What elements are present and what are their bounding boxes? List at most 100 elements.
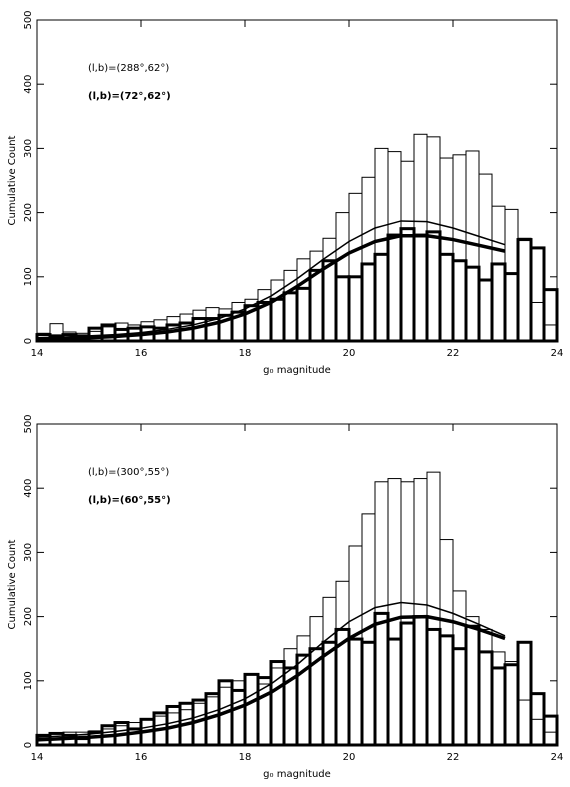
histogram-bar — [269, 660, 286, 747]
histogram-bar — [335, 580, 350, 746]
y-tick-label: 300 — [23, 543, 34, 562]
histogram-bar — [360, 640, 377, 747]
histogram-bar — [490, 262, 507, 343]
histogram-bar — [269, 297, 286, 343]
y-tick-label: 500 — [23, 414, 34, 433]
histogram-bar — [477, 278, 494, 343]
x-axis-label: g₀ magnitude — [263, 365, 331, 376]
histogram-bar — [412, 233, 429, 343]
histogram-bar — [464, 265, 481, 343]
x-tick-label: 20 — [343, 348, 356, 359]
histogram-bar — [347, 275, 364, 343]
histogram-bar — [283, 648, 298, 746]
histogram-bar — [308, 268, 325, 343]
histogram-bar — [491, 651, 506, 746]
x-tick-label: 16 — [135, 348, 148, 359]
histogram-bar — [425, 230, 442, 343]
x-tick-label: 24 — [551, 752, 564, 763]
histogram-bar — [529, 246, 546, 343]
histogram-bar — [413, 133, 428, 342]
histogram-bar — [478, 628, 493, 746]
histogram-bar — [543, 731, 558, 746]
histogram-bar — [243, 672, 260, 747]
histogram-bar — [322, 237, 337, 342]
histogram-bar — [412, 615, 429, 747]
histogram-bar — [309, 616, 324, 746]
histogram-bar — [244, 673, 259, 746]
histogram-bar — [374, 147, 389, 342]
histogram-bar — [543, 324, 558, 342]
y-tick-label: 0 — [23, 742, 34, 748]
histogram-bar — [360, 262, 377, 343]
histogram-bar — [114, 322, 129, 342]
histogram-bar — [322, 596, 337, 746]
histogram-bar — [516, 238, 533, 343]
histogram-bar — [451, 259, 468, 343]
histogram-bar — [400, 481, 415, 746]
x-tick-label: 16 — [135, 752, 148, 763]
histogram-bar — [348, 192, 363, 342]
model-curve — [36, 233, 506, 341]
histogram-bar — [530, 718, 545, 746]
histogram-bar — [321, 259, 338, 343]
histogram-bar — [399, 227, 416, 343]
histogram-bar — [504, 208, 519, 342]
histogram-bar — [230, 688, 247, 747]
y-tick-label: 300 — [23, 139, 34, 158]
histogram-bar — [295, 286, 312, 343]
histogram-bar — [400, 160, 415, 342]
histogram-bar — [334, 275, 351, 343]
histogram-bar — [386, 233, 403, 343]
histogram-bar — [373, 611, 390, 747]
histogram-bar — [465, 616, 480, 746]
model-curve — [36, 614, 506, 742]
histogram-bar — [386, 637, 403, 747]
histogram-bar — [218, 686, 233, 746]
legend-label: (l,b)=(60°,55°) — [88, 495, 171, 506]
plot-frame — [36, 423, 558, 746]
model-curve — [36, 601, 506, 739]
histogram-bar — [542, 714, 559, 747]
histogram-bar — [387, 151, 402, 342]
x-tick-label: 18 — [239, 348, 252, 359]
histogram-bar — [503, 663, 520, 747]
histogram-bar — [516, 640, 533, 747]
histogram-bar — [205, 696, 220, 746]
histogram-bar — [347, 637, 364, 747]
histogram-bar — [477, 650, 494, 747]
x-tick-label: 24 — [551, 348, 564, 359]
y-tick-label: 500 — [23, 10, 34, 29]
histogram-bar — [542, 288, 559, 343]
histogram-bar — [296, 635, 311, 746]
histogram-bar — [451, 647, 468, 747]
histogram-bar — [478, 173, 493, 342]
histogram-bar — [517, 237, 532, 342]
histogram-bar — [439, 539, 454, 746]
histogram-bar — [179, 709, 194, 746]
histogram-bar — [361, 176, 376, 342]
histogram-bar — [439, 157, 454, 342]
histogram-bar — [348, 545, 363, 746]
histogram-bar — [438, 252, 455, 343]
y-tick-label: 400 — [23, 75, 34, 94]
histogram-bar — [373, 252, 390, 343]
y-tick-label: 400 — [23, 479, 34, 498]
y-tick-label: 0 — [23, 338, 34, 344]
histogram-bar — [283, 269, 298, 342]
histogram-bar — [503, 272, 520, 343]
histogram-bar — [530, 301, 545, 342]
histogram-bar — [504, 661, 519, 746]
y-tick-label: 100 — [23, 671, 34, 690]
x-tick-label: 22 — [447, 348, 460, 359]
y-axis-label: Cumulative Count — [7, 539, 18, 629]
x-tick-label: 18 — [239, 752, 252, 763]
x-tick-label: 14 — [31, 752, 44, 763]
histogram-bar — [490, 666, 507, 747]
histogram-bar — [517, 699, 532, 746]
y-tick-label: 200 — [23, 607, 34, 626]
histogram-bar — [321, 640, 338, 747]
histogram-bar — [491, 205, 506, 342]
histogram-bar — [399, 621, 416, 747]
x-tick-label: 20 — [343, 752, 356, 763]
y-axis-label: Cumulative Count — [7, 135, 18, 225]
